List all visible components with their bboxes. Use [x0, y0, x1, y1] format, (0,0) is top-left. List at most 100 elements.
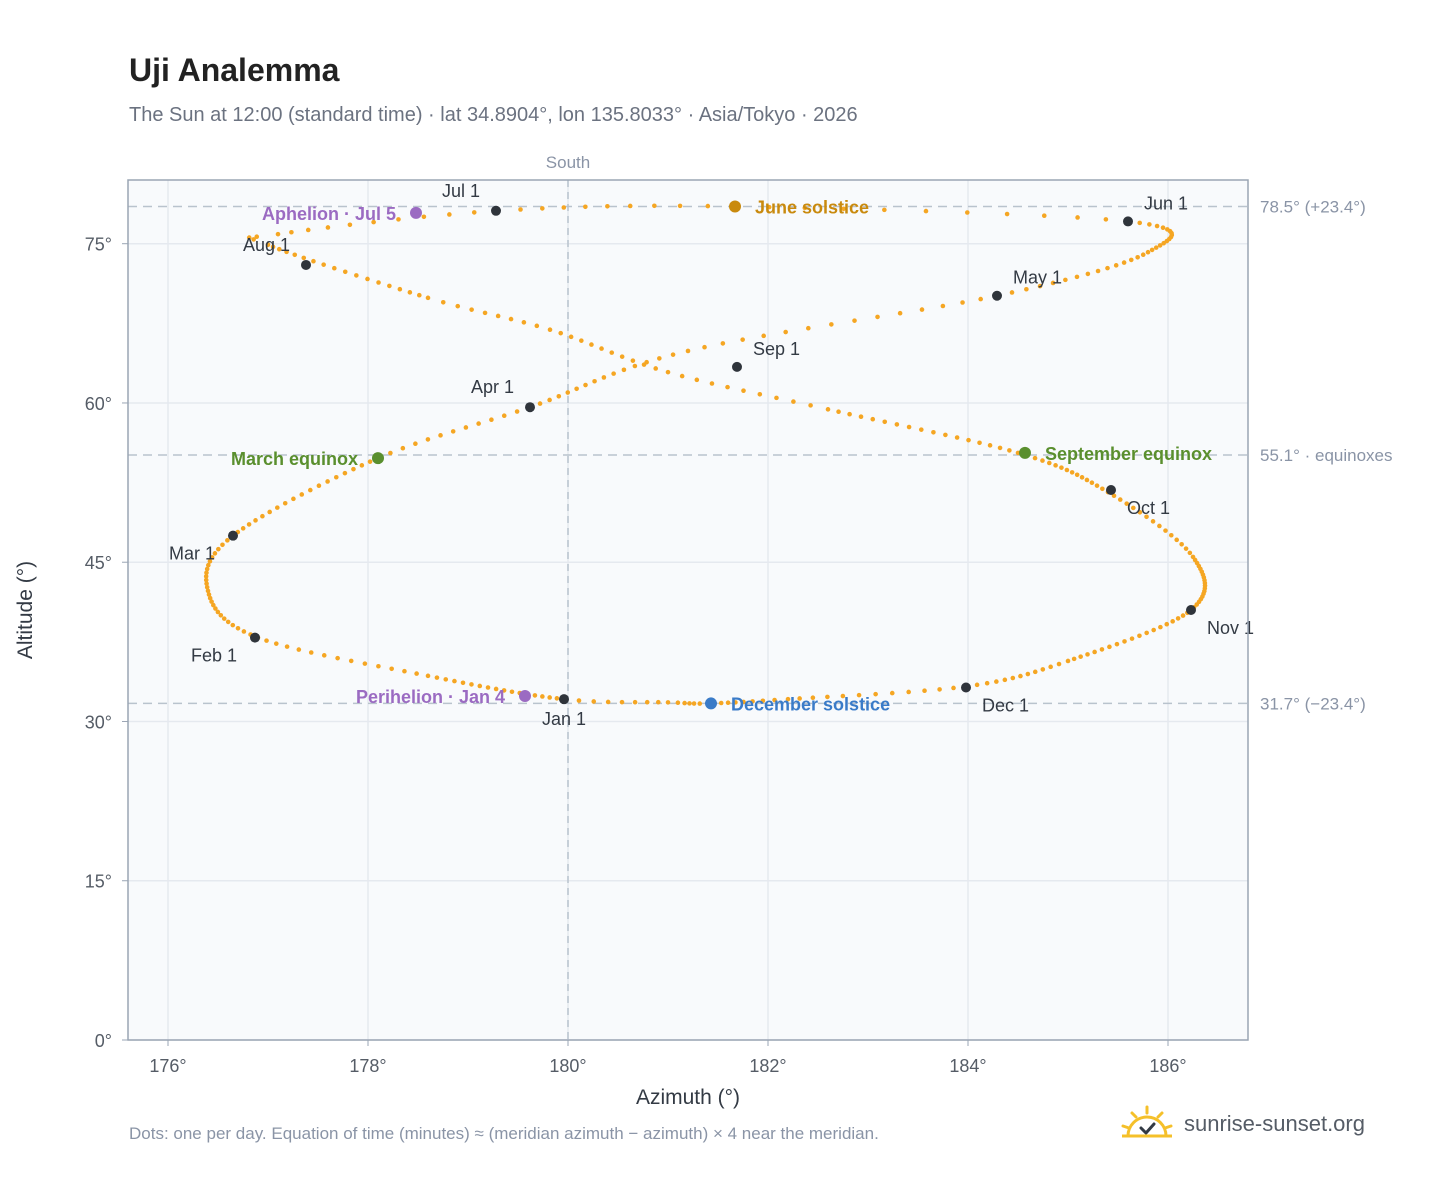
daily-dot — [1153, 245, 1159, 250]
daily-dot — [547, 397, 552, 403]
daily-dot — [937, 687, 942, 692]
daily-dot — [348, 658, 354, 664]
daily-dot — [808, 403, 813, 408]
daily-dot — [273, 641, 279, 646]
daily-dot — [1069, 470, 1075, 475]
daily-dot — [994, 679, 999, 684]
daily-dot — [532, 693, 538, 698]
x-tick-label: 184° — [949, 1056, 986, 1076]
daily-dot — [1129, 636, 1135, 641]
daily-dot — [284, 249, 289, 255]
daily-dot — [1009, 290, 1015, 295]
y-axis-label: Altitude (°) — [14, 561, 37, 659]
daily-dot — [847, 411, 852, 417]
daily-dot — [482, 310, 488, 316]
daily-dot — [825, 694, 830, 700]
daily-dot — [1092, 649, 1097, 655]
daily-dot — [1124, 501, 1130, 506]
event-label: Perihelion · Jan 4 — [356, 687, 505, 707]
daily-dot — [702, 344, 707, 350]
x-axis-label: Azimuth (°) — [636, 1086, 740, 1109]
daily-dot — [1122, 639, 1127, 644]
daily-dot — [425, 673, 431, 679]
x-tick-label: 186° — [1149, 1056, 1186, 1076]
daily-dot — [966, 437, 971, 443]
brand-logo[interactable]: sunrise-sunset.org — [1120, 1100, 1365, 1148]
daily-dot — [919, 307, 925, 312]
daily-dot — [750, 699, 755, 704]
daily-dot — [218, 613, 224, 618]
plot-area — [128, 180, 1248, 1040]
daily-dot — [940, 303, 946, 309]
daily-dot — [627, 203, 633, 209]
daily-dot — [685, 348, 691, 354]
daily-dot — [697, 701, 703, 706]
month-marker-label: Apr 1 — [471, 377, 514, 397]
daily-dot — [367, 459, 373, 464]
daily-dot — [1113, 263, 1119, 268]
daily-dot — [841, 206, 846, 212]
daily-dot — [1145, 249, 1151, 255]
daily-dot — [206, 562, 211, 568]
daily-dot — [417, 292, 422, 298]
daily-dot — [471, 210, 477, 215]
event-marker — [705, 697, 717, 710]
daily-dot — [740, 337, 745, 342]
daily-dot — [589, 342, 594, 347]
daily-dot — [1130, 505, 1136, 511]
daily-dot — [720, 341, 726, 346]
daily-dot — [270, 244, 276, 250]
daily-dot — [204, 581, 209, 586]
daily-dot — [400, 445, 406, 451]
daily-dot — [311, 258, 316, 264]
daily-dot — [1165, 227, 1170, 232]
daily-dot — [1168, 532, 1174, 538]
month-marker-label: Sep 1 — [753, 339, 800, 359]
month-marker-label: Aug 1 — [243, 235, 290, 255]
y-tick-label: 30° — [85, 712, 112, 732]
daily-dot — [1040, 458, 1045, 463]
daily-dot — [203, 577, 209, 583]
daily-dot — [213, 606, 218, 611]
daily-dot — [240, 526, 246, 531]
daily-dot — [1114, 641, 1120, 647]
daily-dot — [679, 373, 685, 379]
daily-dot — [1007, 448, 1012, 453]
x-tick-label: 182° — [749, 1056, 786, 1076]
daily-dot — [1180, 613, 1186, 618]
daily-dot — [1103, 217, 1109, 222]
daily-dot — [325, 479, 330, 484]
daily-dot — [1002, 677, 1008, 683]
event-label: September equinox — [1045, 444, 1212, 464]
month-marker-label: Oct 1 — [1127, 498, 1170, 518]
daily-dot — [1071, 656, 1077, 662]
daily-dot — [264, 638, 269, 643]
daily-dot — [204, 570, 209, 576]
daily-dot — [774, 395, 779, 401]
daily-dot — [889, 690, 895, 696]
daily-dot — [284, 644, 290, 649]
daily-dot — [267, 509, 272, 515]
daily-dot — [964, 210, 970, 215]
daily-dot — [682, 700, 687, 706]
daily-dot — [275, 231, 281, 237]
daily-dot — [265, 242, 271, 248]
reference-line-label: 55.1° · equinoxes — [1260, 446, 1393, 465]
daily-dot — [275, 505, 280, 510]
daily-dot — [873, 691, 878, 697]
daily-dot — [611, 371, 616, 376]
daily-dot — [733, 700, 738, 705]
daily-dot — [289, 229, 294, 235]
daily-dot — [918, 427, 924, 432]
daily-dot — [450, 429, 456, 434]
daily-dot — [241, 629, 247, 634]
y-tick-label: 0° — [95, 1031, 112, 1051]
meridian-label: South — [546, 153, 590, 172]
daily-dot — [292, 252, 298, 258]
daily-dot — [495, 313, 501, 319]
y-tick-label: 60° — [85, 394, 112, 414]
month-marker — [525, 402, 535, 413]
event-label: Aphelion · Jul 5 — [262, 204, 396, 224]
daily-dot — [537, 401, 543, 406]
daily-dot — [425, 437, 431, 442]
